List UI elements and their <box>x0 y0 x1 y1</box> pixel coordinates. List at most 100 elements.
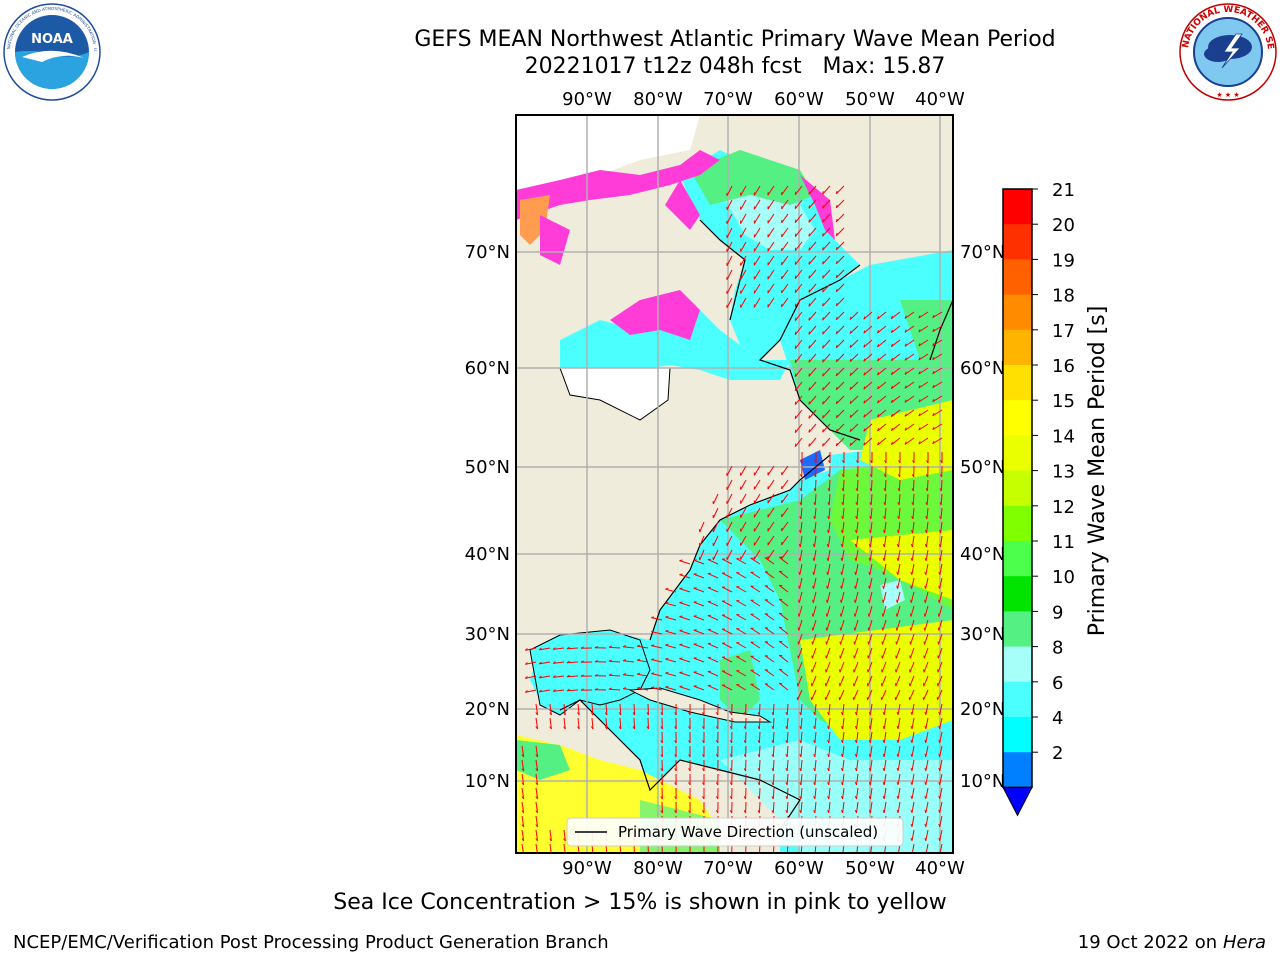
lat-label-left: 20°N <box>465 699 510 720</box>
wave-arrow <box>758 787 761 800</box>
wave-arrow-head <box>849 358 852 362</box>
wave-arrow <box>750 683 761 691</box>
wave-arrow <box>842 703 845 715</box>
wave-arrow <box>794 199 803 210</box>
wave-arrow-head <box>637 658 641 661</box>
wave-arrow <box>535 829 539 841</box>
wave-arrow-head <box>911 488 914 492</box>
wave-arrow <box>863 325 873 334</box>
wave-arrow-head <box>835 316 838 321</box>
wave-arrow-head <box>877 400 880 404</box>
wave-arrow <box>813 563 817 575</box>
wave-arrow-head <box>835 386 838 391</box>
wave-arrow <box>909 661 915 673</box>
wave-arrow <box>822 325 831 335</box>
wave-arrow <box>693 657 705 663</box>
wave-arrow-head <box>743 782 747 786</box>
wave-arrow <box>753 213 761 224</box>
wave-arrow <box>813 577 817 589</box>
wave-arrow <box>808 311 817 321</box>
wave-arrow <box>938 605 943 617</box>
wave-arrow <box>539 689 551 693</box>
wave-arrow-head <box>808 331 810 335</box>
wave-arrow <box>909 675 915 687</box>
wave-arrow-head <box>826 585 829 589</box>
wave-arrow <box>854 633 859 645</box>
wave-arrow <box>835 395 845 405</box>
wave-arrow-head <box>841 529 844 534</box>
wave-arrow-head <box>867 641 869 645</box>
wave-arrow-head <box>594 659 598 663</box>
wave-arrow-head <box>674 726 677 730</box>
wave-arrow-head <box>808 289 810 293</box>
wave-arrow <box>767 507 775 518</box>
wave-arrow <box>939 815 943 827</box>
wave-arrow-head <box>702 740 705 744</box>
wave-arrow <box>525 675 537 679</box>
wave-arrow-head <box>882 571 885 575</box>
wave-arrow-head <box>826 599 828 603</box>
wave-arrow-head <box>729 810 733 814</box>
wave-arrow <box>854 591 859 603</box>
wave-arrow <box>535 759 539 771</box>
wave-arrow-head <box>798 599 800 603</box>
wave-arrow <box>882 633 887 645</box>
wave-arrow <box>911 549 915 561</box>
wave-arrow-head <box>577 726 580 730</box>
footer-date-text: 19 Oct 2022 on <box>1077 932 1223 953</box>
wave-arrow <box>884 521 887 533</box>
wave-arrow <box>758 745 761 758</box>
wave-arrow <box>863 381 873 390</box>
wave-arrow <box>890 423 901 432</box>
wave-arrow <box>750 585 761 593</box>
wave-arrow <box>822 353 831 363</box>
wave-arrow-head <box>566 688 570 692</box>
wave-arrow-head <box>521 768 525 772</box>
wave-arrow <box>781 255 789 266</box>
wave-arrow <box>577 703 580 715</box>
wave-arrow <box>869 703 873 715</box>
wave-arrow-head <box>924 557 927 561</box>
wave-arrow <box>665 658 677 663</box>
wave-arrow <box>904 311 915 319</box>
wave-arrow-head <box>822 443 824 447</box>
wave-arrow <box>712 507 719 519</box>
wave-arrow <box>764 641 775 649</box>
wave-arrow <box>904 339 915 347</box>
wave-arrow-head <box>646 712 649 716</box>
wave-arrow-head <box>841 474 845 478</box>
wave-arrow <box>740 479 747 490</box>
wave-arrow <box>863 437 873 446</box>
wave-arrow-head <box>552 661 556 664</box>
wave-arrow <box>726 269 733 281</box>
wave-arrow-head <box>854 781 857 786</box>
wave-arrow <box>726 493 733 505</box>
wave-arrow <box>835 367 845 377</box>
wave-arrow-head <box>904 329 907 333</box>
wave-arrow-head <box>799 474 803 478</box>
wave-arrow <box>883 577 887 589</box>
wave-arrow <box>918 381 929 389</box>
wave-arrow <box>925 773 929 785</box>
wave-arrow <box>521 829 525 841</box>
wave-arrow <box>849 395 859 404</box>
wave-arrow <box>925 745 929 757</box>
wave-arrow-head <box>924 837 927 841</box>
wave-arrow <box>835 353 845 363</box>
wave-arrow <box>726 227 733 239</box>
wave-arrow-head <box>827 753 830 758</box>
wave-arrow <box>822 269 831 279</box>
wave-arrow <box>707 629 719 635</box>
wave-arrow-head <box>674 810 677 814</box>
wave-arrow-head <box>538 661 542 665</box>
wave-arrow <box>753 269 761 280</box>
wave-arrow <box>924 619 929 631</box>
wave-arrow <box>665 588 677 593</box>
wave-arrow-head <box>890 329 893 333</box>
wave-arrow-head <box>841 515 844 520</box>
wave-arrow <box>721 656 733 663</box>
wave-arrow <box>778 682 789 691</box>
wave-arrow <box>736 670 747 677</box>
lon-label-top: 70°W <box>703 89 753 110</box>
wave-arrow <box>924 633 929 645</box>
